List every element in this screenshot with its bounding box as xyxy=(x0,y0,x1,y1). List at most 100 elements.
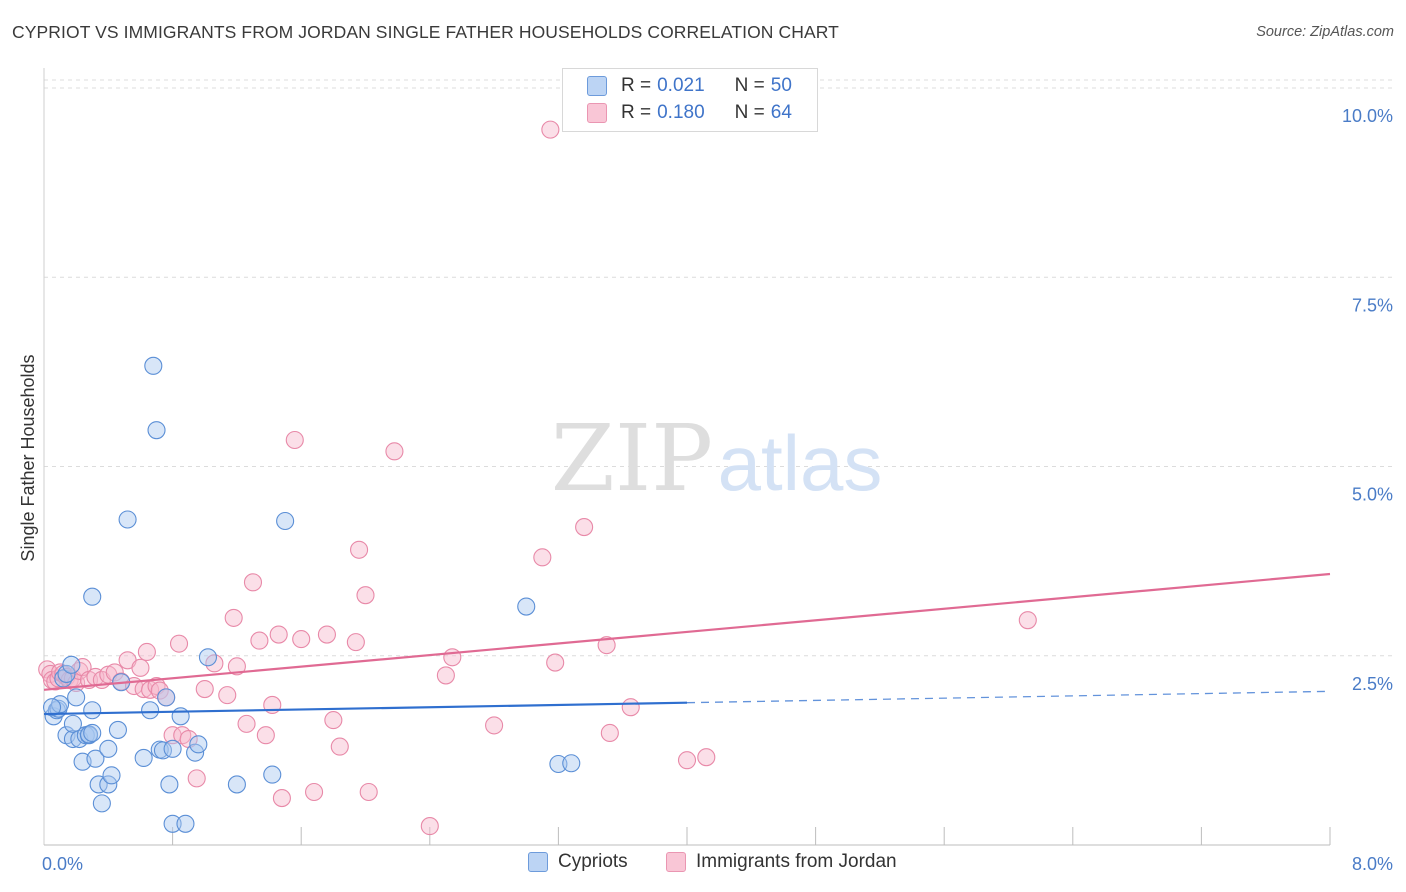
series-legend: Cypriots Immigrants from Jordan xyxy=(0,851,1406,879)
legend-item-jordan[interactable]: Immigrants from Jordan xyxy=(666,851,897,873)
point-jordan xyxy=(227,657,246,676)
point-cypriot xyxy=(63,714,82,733)
legend-label-jordan: Immigrants from Jordan xyxy=(696,851,897,872)
point-cypriot xyxy=(176,814,195,833)
point-jordan xyxy=(237,714,256,733)
trend-lines xyxy=(43,572,1331,716)
jordan-legend-swatch xyxy=(666,852,686,872)
point-cypriot xyxy=(42,698,62,717)
point-cypriot xyxy=(108,720,127,739)
point-cypriot xyxy=(157,688,176,707)
series-jordan-points xyxy=(38,120,1037,836)
y-tick-label: 5.0% xyxy=(1352,485,1393,505)
point-cypriot xyxy=(263,765,282,784)
x-tick-label-max: 8.0% xyxy=(1352,854,1393,874)
watermark-zip: ZIP xyxy=(551,405,713,512)
point-cypriot xyxy=(141,701,160,720)
point-cypriot xyxy=(198,648,218,667)
point-jordan xyxy=(330,737,349,756)
axes xyxy=(43,68,1331,846)
point-jordan xyxy=(256,726,275,745)
point-jordan xyxy=(187,769,206,788)
point-jordan xyxy=(324,711,343,730)
point-cypriot xyxy=(57,664,76,683)
chart-title: CYPRIOT VS IMMIGRANTS FROM JORDAN SINGLE… xyxy=(12,22,839,42)
point-jordan xyxy=(269,625,288,644)
y-tick-label: 7.5% xyxy=(1352,295,1393,315)
point-jordan xyxy=(137,642,156,662)
r-value-cypriots: 0.021 xyxy=(657,75,705,96)
point-jordan xyxy=(272,789,291,808)
correlation-legend: R = 0.021 N = 50 R = 0.180 N = 64 xyxy=(562,68,818,132)
x-tick-label-min: 0.0% xyxy=(42,854,83,874)
point-jordan xyxy=(533,548,552,567)
point-jordan xyxy=(285,430,304,450)
point-cypriot xyxy=(562,754,581,773)
n-value-cypriots: 50 xyxy=(770,75,792,96)
point-cypriot xyxy=(89,775,108,794)
source-credit: Source: ZipAtlas.com xyxy=(1256,24,1394,40)
point-cypriot xyxy=(160,775,179,794)
legend-item-cypriots[interactable]: Cypriots xyxy=(528,851,628,873)
point-jordan xyxy=(350,540,369,559)
point-jordan xyxy=(436,666,455,685)
point-jordan xyxy=(600,723,619,743)
point-jordan xyxy=(677,751,697,770)
point-jordan xyxy=(443,648,462,667)
point-jordan xyxy=(250,631,269,650)
watermark-atlas: atlas xyxy=(718,419,883,507)
point-jordan xyxy=(346,633,365,652)
y-tick-label: 2.5% xyxy=(1352,674,1393,694)
watermark: ZIP atlas xyxy=(551,405,882,512)
point-jordan xyxy=(317,625,336,644)
point-jordan xyxy=(292,630,311,649)
n-label: N = xyxy=(734,75,765,96)
gridlines xyxy=(44,79,1394,657)
point-cypriot xyxy=(153,741,173,760)
point-cypriot xyxy=(99,739,118,758)
point-cypriot xyxy=(189,735,208,754)
point-cypriot xyxy=(549,754,568,774)
series-cypriot-points xyxy=(42,356,581,833)
trend-line-jordan xyxy=(43,572,1331,691)
n-label: N = xyxy=(734,102,765,123)
point-jordan xyxy=(697,748,716,767)
point-jordan xyxy=(105,663,124,682)
point-jordan xyxy=(169,634,189,653)
point-jordan xyxy=(597,636,616,655)
point-jordan xyxy=(1018,611,1037,630)
legend-row-jordan: R = 0.180 N = 64 xyxy=(587,102,792,124)
point-cypriot xyxy=(134,748,153,767)
point-jordan xyxy=(305,782,324,802)
point-cypriot xyxy=(147,421,166,440)
point-jordan xyxy=(359,782,378,802)
point-jordan xyxy=(224,608,243,627)
point-jordan xyxy=(243,573,263,592)
point-cypriot xyxy=(83,701,102,720)
point-cypriot xyxy=(163,739,182,758)
point-cypriot xyxy=(171,707,190,726)
point-cypriot xyxy=(67,688,86,707)
point-cypriot xyxy=(102,766,121,785)
point-cypriot xyxy=(83,723,102,743)
cypriot-legend-swatch xyxy=(528,852,548,872)
point-jordan xyxy=(546,653,565,672)
n-value-jordan: 64 xyxy=(770,102,792,123)
point-jordan xyxy=(356,586,375,605)
point-cypriot xyxy=(79,725,99,744)
point-cypriot xyxy=(86,749,105,768)
trend-line-cypriots-extension xyxy=(686,690,1331,704)
trend-line-cypriots xyxy=(43,701,688,716)
point-jordan xyxy=(485,716,504,735)
jordan-swatch xyxy=(587,103,607,123)
point-jordan xyxy=(131,658,150,677)
point-cypriot xyxy=(517,597,536,616)
point-cypriot xyxy=(92,794,111,813)
point-jordan xyxy=(385,442,404,461)
legend-label-cypriots: Cypriots xyxy=(558,851,628,872)
y-axis-label: Single Father Households xyxy=(18,354,38,561)
r-label: R = xyxy=(621,102,652,123)
point-jordan xyxy=(621,698,640,717)
legend-row-cypriots: R = 0.021 N = 50 xyxy=(587,75,792,97)
